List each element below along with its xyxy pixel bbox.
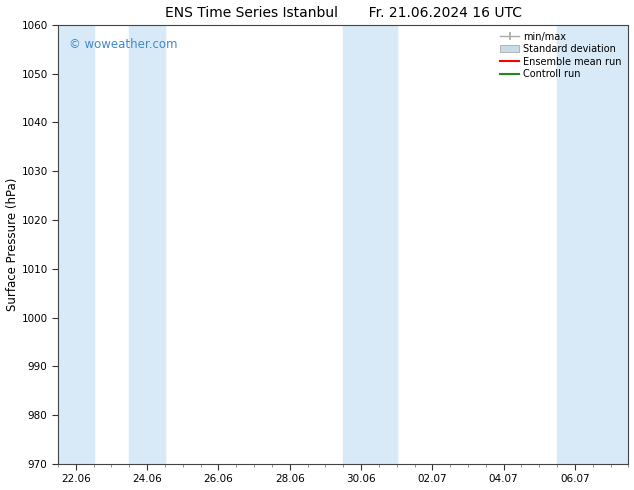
- Bar: [343, 25, 397, 464]
- Bar: [58, 25, 94, 464]
- Text: © woweather.com: © woweather.com: [69, 38, 178, 51]
- Bar: [129, 25, 165, 464]
- Y-axis label: Surface Pressure (hPa): Surface Pressure (hPa): [6, 178, 18, 311]
- Legend: min/max, Standard deviation, Ensemble mean run, Controll run: min/max, Standard deviation, Ensemble me…: [498, 30, 624, 81]
- Title: ENS Time Series Istanbul       Fr. 21.06.2024 16 UTC: ENS Time Series Istanbul Fr. 21.06.2024 …: [165, 5, 522, 20]
- Bar: [557, 25, 628, 464]
